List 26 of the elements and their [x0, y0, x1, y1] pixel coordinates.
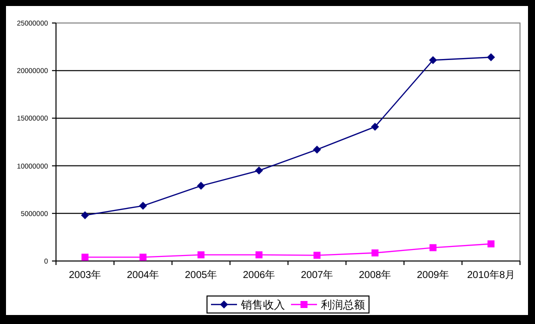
- point: [139, 202, 147, 210]
- x-tick-label: 2003年: [68, 269, 102, 281]
- legend-label: 销售收入: [240, 298, 285, 312]
- point: [429, 56, 437, 64]
- point: [197, 182, 205, 190]
- x-tick-label: 2008年: [358, 269, 392, 281]
- point: [140, 254, 146, 261]
- x-tick-label: 2009年: [416, 269, 450, 281]
- point: [255, 166, 263, 175]
- point: [256, 251, 262, 258]
- x-tick-label: 2004年: [126, 269, 160, 281]
- point: [313, 146, 321, 154]
- x-tick-label: 2005年: [184, 269, 218, 281]
- point: [371, 122, 379, 131]
- point: [198, 251, 204, 258]
- legend-label: 利润总额: [321, 298, 365, 312]
- point: [314, 252, 320, 259]
- point: [430, 244, 436, 252]
- point: [488, 240, 494, 248]
- x-tick-label: 2006年: [242, 269, 276, 281]
- point: [81, 211, 89, 220]
- x-tick-label: 2007年: [300, 269, 334, 281]
- point: [82, 254, 88, 261]
- point: [487, 53, 495, 62]
- x-tick-label: 2010年8月: [467, 269, 515, 281]
- point: [372, 249, 378, 256]
